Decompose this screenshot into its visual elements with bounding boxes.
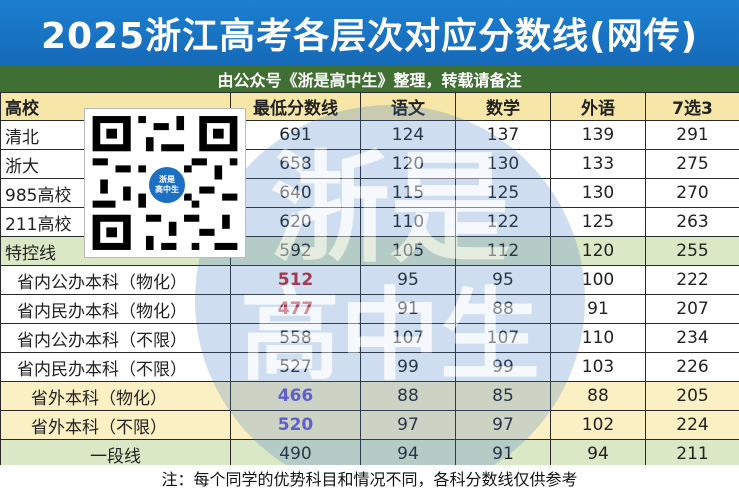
row-foreign: 130 <box>550 178 646 208</box>
row-math: 125 <box>455 178 551 208</box>
footer-note: 注：每个同学的优势科目和情况不同，各科分数线仅供参考 <box>0 465 739 491</box>
row-math: 88 <box>455 294 551 324</box>
row-name: 省内民办本科（不限） <box>0 352 231 382</box>
row-min-score: 527 <box>230 352 361 382</box>
row-chinese: 124 <box>360 120 456 150</box>
row-chinese: 94 <box>360 439 456 469</box>
row-name: 一段线 <box>0 439 231 469</box>
row-name: 省外本科（物化） <box>0 381 231 411</box>
score-table: 高校 最低分数线 语文 数学 外语 7选3 清北 691 124 137 139… <box>0 92 739 469</box>
row-elective: 255 <box>645 236 739 266</box>
row-min-score: 466 <box>230 381 361 411</box>
table-row: 省外本科（物化） 466 88 85 88 205 <box>0 381 739 411</box>
row-min-score: 691 <box>230 120 361 150</box>
row-min-score: 658 <box>230 149 361 179</box>
qr-code-icon <box>85 109 245 257</box>
table-row: 浙大 658 120 130 133 275 <box>0 149 739 179</box>
row-min-score: 512 <box>230 265 361 295</box>
row-foreign: 100 <box>550 265 646 295</box>
row-chinese: 91 <box>360 294 456 324</box>
row-chinese: 95 <box>360 265 456 295</box>
table-row: 省内公办本科（物化） 512 95 95 100 222 <box>0 265 739 295</box>
col-header-min-score: 最低分数线 <box>230 92 361 121</box>
row-math: 112 <box>455 236 551 266</box>
page-subtitle: 由公众号《浙是高中生》整理，转载请备注 <box>0 66 739 92</box>
row-min-score: 477 <box>230 294 361 324</box>
col-header-foreign: 外语 <box>550 92 646 121</box>
row-foreign: 125 <box>550 207 646 237</box>
row-elective: 205 <box>645 381 739 411</box>
qr-badge-logo: 浙是 高中生 <box>147 165 187 205</box>
row-elective: 226 <box>645 352 739 382</box>
table-row: 省内民办本科（不限） 527 99 99 103 226 <box>0 352 739 382</box>
row-elective: 211 <box>645 439 739 469</box>
row-elective: 207 <box>645 294 739 324</box>
row-chinese: 115 <box>360 178 456 208</box>
table-row: 省内公办本科（不限） 558 107 107 110 234 <box>0 323 739 353</box>
table-header-row: 高校 最低分数线 语文 数学 外语 7选3 <box>0 92 739 121</box>
row-math: 85 <box>455 381 551 411</box>
row-elective: 270 <box>645 178 739 208</box>
row-chinese: 88 <box>360 381 456 411</box>
row-name: 省内公办本科（不限） <box>0 323 231 353</box>
row-foreign: 110 <box>550 323 646 353</box>
row-chinese: 105 <box>360 236 456 266</box>
row-chinese: 120 <box>360 149 456 179</box>
col-header-elective: 7选3 <box>645 92 739 121</box>
row-math: 95 <box>455 265 551 295</box>
row-chinese: 97 <box>360 410 456 440</box>
row-foreign: 139 <box>550 120 646 150</box>
row-math: 137 <box>455 120 551 150</box>
row-foreign: 103 <box>550 352 646 382</box>
row-elective: 275 <box>645 149 739 179</box>
row-chinese: 99 <box>360 352 456 382</box>
row-math: 122 <box>455 207 551 237</box>
row-foreign: 88 <box>550 381 646 411</box>
col-header-math: 数学 <box>455 92 551 121</box>
qr-code[interactable]: 浙是 高中生 <box>84 108 246 258</box>
table-row: 一段线 490 94 91 94 211 <box>0 439 739 469</box>
page-title: 2025浙江高考各层次对应分数线(网传) <box>0 0 739 66</box>
row-name: 省外本科（不限） <box>0 410 231 440</box>
table-row: 特控线 592 105 112 120 255 <box>0 236 739 266</box>
row-min-score: 640 <box>230 178 361 208</box>
row-elective: 291 <box>645 120 739 150</box>
row-min-score: 520 <box>230 410 361 440</box>
row-foreign: 102 <box>550 410 646 440</box>
col-header-chinese: 语文 <box>360 92 456 121</box>
row-min-score: 558 <box>230 323 361 353</box>
row-math: 130 <box>455 149 551 179</box>
row-elective: 222 <box>645 265 739 295</box>
row-foreign: 120 <box>550 236 646 266</box>
row-math: 107 <box>455 323 551 353</box>
row-min-score: 592 <box>230 236 361 266</box>
row-elective: 224 <box>645 410 739 440</box>
table-row: 省内民办本科（物化） 477 91 88 91 207 <box>0 294 739 324</box>
row-math: 97 <box>455 410 551 440</box>
row-min-score: 620 <box>230 207 361 237</box>
row-elective: 263 <box>645 207 739 237</box>
table-row: 省外本科（不限） 520 97 97 102 224 <box>0 410 739 440</box>
row-foreign: 91 <box>550 294 646 324</box>
row-math: 99 <box>455 352 551 382</box>
table-row: 211高校 620 110 122 125 263 <box>0 207 739 237</box>
row-foreign: 94 <box>550 439 646 469</box>
row-elective: 234 <box>645 323 739 353</box>
row-chinese: 107 <box>360 323 456 353</box>
row-chinese: 110 <box>360 207 456 237</box>
row-name: 省内公办本科（物化） <box>0 265 231 295</box>
row-foreign: 133 <box>550 149 646 179</box>
row-name: 省内民办本科（物化） <box>0 294 231 324</box>
